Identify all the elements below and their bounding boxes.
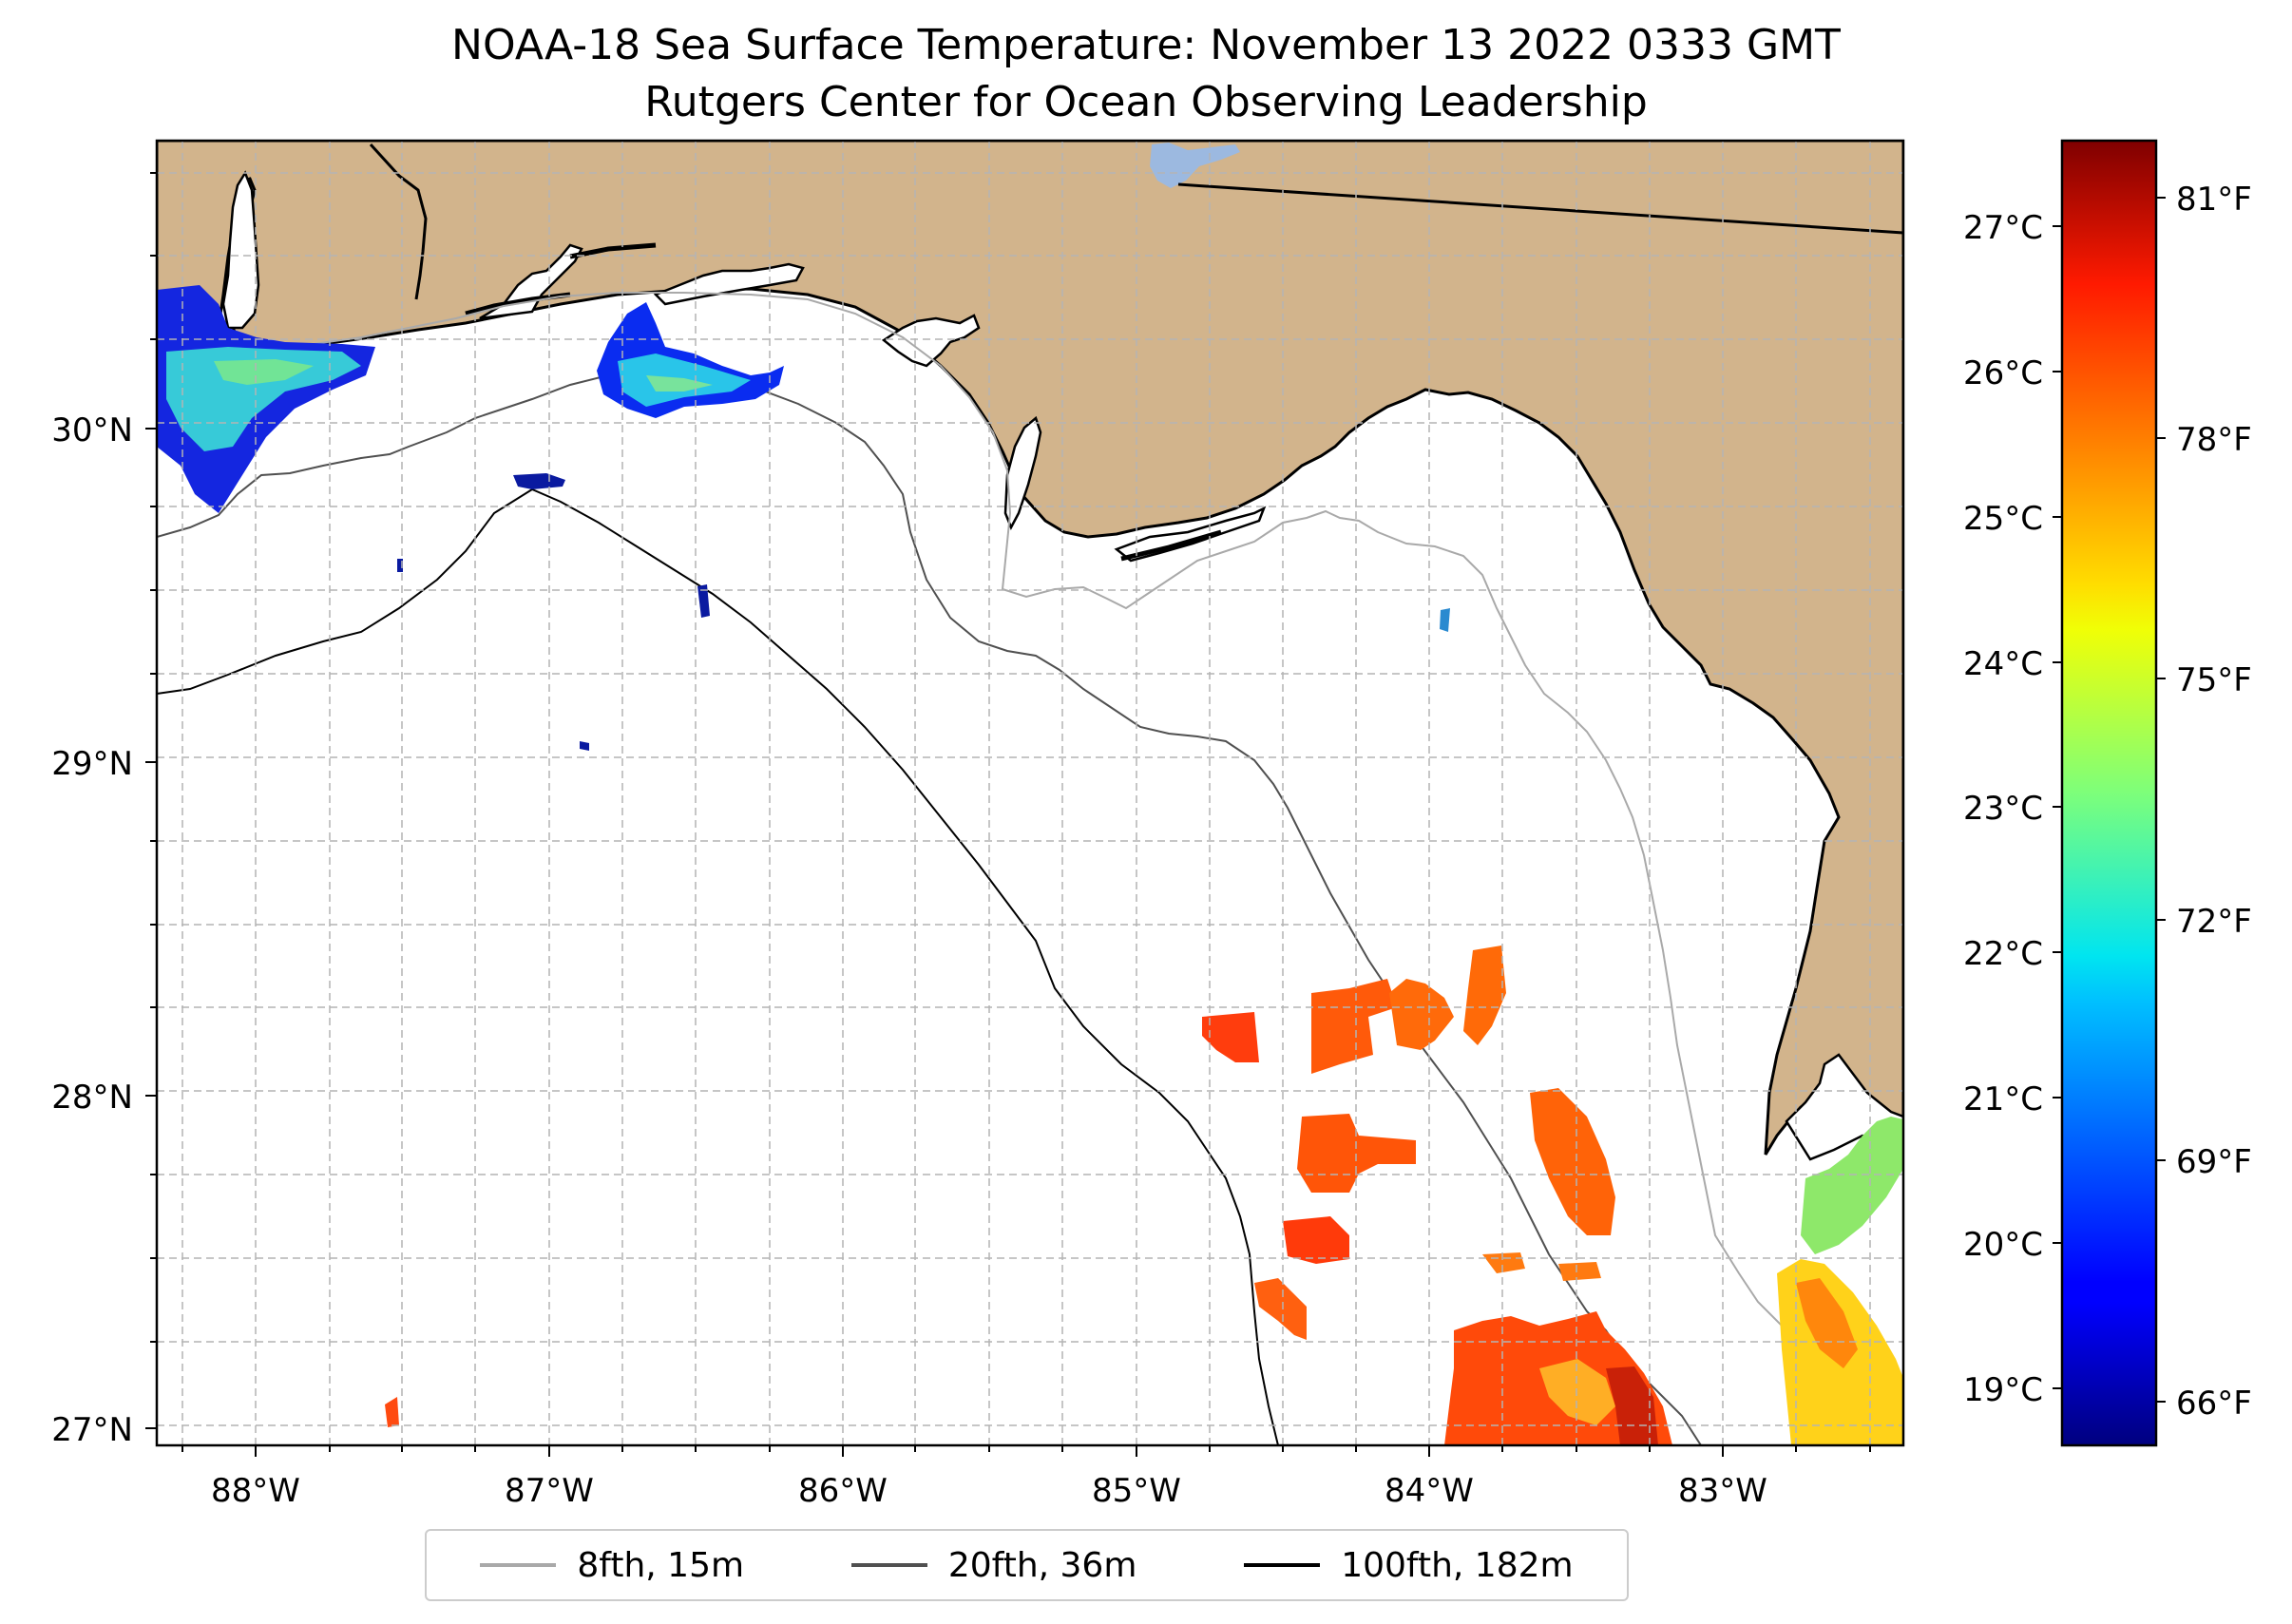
- colorbar-fahrenheit-ticks: [2156, 197, 2166, 1403]
- legend-swatch-100fth: [1244, 1563, 1321, 1567]
- lat-label-29: 29°N: [51, 745, 133, 783]
- sst-patch-mid-west: [1311, 979, 1397, 1074]
- isobath-legend: 8fth, 15m 20fth, 36m 100fth, 182m: [425, 1529, 1629, 1601]
- state-boundary: [1177, 182, 1903, 235]
- lat-label-28: 28°N: [51, 1079, 133, 1117]
- colorbar-f-81: 81°F: [2176, 181, 2252, 219]
- colorbar-f-78: 78°F: [2176, 421, 2252, 459]
- colorbar: [2060, 139, 2158, 1447]
- pensacola-bay: [479, 243, 583, 320]
- sst-patch-south-mid: [1297, 1114, 1416, 1193]
- inland-lake: [1150, 143, 1240, 188]
- colorbar-c-20: 20°C: [1963, 1226, 2043, 1264]
- sst-data: [157, 285, 1903, 1445]
- legend-label-8fth: 8fth, 15m: [577, 1545, 745, 1585]
- colorbar-c-27: 27°C: [1963, 209, 2043, 247]
- colorbar-c-23: 23°C: [1963, 790, 2043, 828]
- sst-speck-1: [513, 473, 565, 489]
- choctawhatchee-bay: [653, 262, 805, 306]
- sst-patch-pensacola-green: [646, 375, 713, 392]
- isobath-8fth: [157, 292, 1873, 1445]
- sst-patch-south-mix: [1539, 1359, 1615, 1425]
- sst-patch-west-green: [214, 359, 314, 385]
- lon-label-83: 83°W: [1678, 1472, 1767, 1510]
- map-title: NOAA-18 Sea Surface Temperature: Novembe…: [451, 21, 1841, 69]
- sst-patch-south-mid-2: [1283, 1216, 1349, 1264]
- colorbar-c-24: 24°C: [1963, 645, 2043, 683]
- legend-item-20fth: 20fth, 36m: [850, 1545, 1137, 1585]
- lon-label-86: 86°W: [798, 1472, 888, 1510]
- legend-label-100fth: 100fth, 182m: [1341, 1545, 1574, 1585]
- sst-patch-west-cyan: [166, 347, 361, 451]
- lat-label-27: 27°N: [51, 1411, 133, 1449]
- lon-label-84: 84°W: [1385, 1472, 1474, 1510]
- colorbar-c-19: 19°C: [1963, 1371, 2043, 1409]
- lat-label-30: 30°N: [51, 411, 133, 449]
- sst-patch-north-mid: [1463, 946, 1506, 1045]
- legend-label-20fth: 20fth, 36m: [947, 1545, 1137, 1585]
- lat-axis: [145, 172, 157, 1429]
- colorbar-celsius-ticks: [2053, 225, 2062, 1389]
- legend-swatch-20fth: [850, 1563, 927, 1567]
- sst-patch-southwest: [1254, 1278, 1307, 1340]
- sst-speck-5: [580, 741, 589, 751]
- sst-patch-tampa-orange: [1796, 1278, 1858, 1368]
- apalachicola-bay: [1114, 506, 1267, 563]
- map-area: [157, 141, 1903, 1445]
- sst-patch-south-small: [1482, 1252, 1601, 1281]
- lon-label-85: 85°W: [1092, 1472, 1181, 1510]
- map-frame: [155, 139, 1905, 1447]
- legend-item-100fth: 100fth, 182m: [1244, 1545, 1574, 1585]
- lon-label-87: 87°W: [505, 1472, 594, 1510]
- isobath-20fth: [157, 369, 1702, 1445]
- sst-patch-central: [1202, 1012, 1259, 1062]
- sst-speck-2: [697, 584, 710, 618]
- legend-item-8fth: 8fth, 15m: [480, 1546, 744, 1585]
- sst-patch-tampa-green: [1801, 1117, 1903, 1254]
- lon-label-88: 88°W: [211, 1472, 300, 1510]
- colorbar-c-26: 26°C: [1963, 354, 2043, 392]
- sst-patch-east-band: [1530, 1088, 1615, 1235]
- legend-swatch-8fth: [480, 1563, 557, 1567]
- isobath-100fth: [157, 487, 1279, 1445]
- colorbar-f-69: 69°F: [2176, 1143, 2252, 1181]
- sst-speck-6: [385, 1397, 399, 1427]
- map-subtitle: Rutgers Center for Ocean Observing Leade…: [644, 78, 1648, 126]
- colorbar-f-75: 75°F: [2176, 661, 2252, 699]
- state-boundary-ns: [369, 143, 428, 300]
- sst-speck-4: [1440, 608, 1450, 632]
- st-andrew-bay: [881, 314, 981, 368]
- colorbar-c-22: 22°C: [1963, 935, 2043, 973]
- colorbar-f-72: 72°F: [2176, 903, 2252, 941]
- sst-patch-mid: [1389, 979, 1454, 1050]
- colorbar-c-25: 25°C: [1963, 500, 2043, 538]
- colorbar-f-66: 66°F: [2176, 1385, 2252, 1423]
- colorbar-c-21: 21°C: [1963, 1080, 2043, 1118]
- lon-axis: [181, 1445, 1871, 1457]
